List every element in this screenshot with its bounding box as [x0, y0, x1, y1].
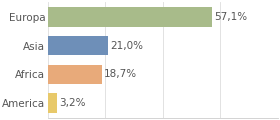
Bar: [48, 93, 57, 113]
Bar: [48, 65, 102, 84]
Text: 18,7%: 18,7%: [103, 69, 137, 79]
Bar: [48, 7, 212, 27]
Text: 3,2%: 3,2%: [59, 98, 85, 108]
Text: 21,0%: 21,0%: [110, 41, 143, 51]
Text: 57,1%: 57,1%: [214, 12, 247, 22]
Bar: [48, 36, 108, 55]
